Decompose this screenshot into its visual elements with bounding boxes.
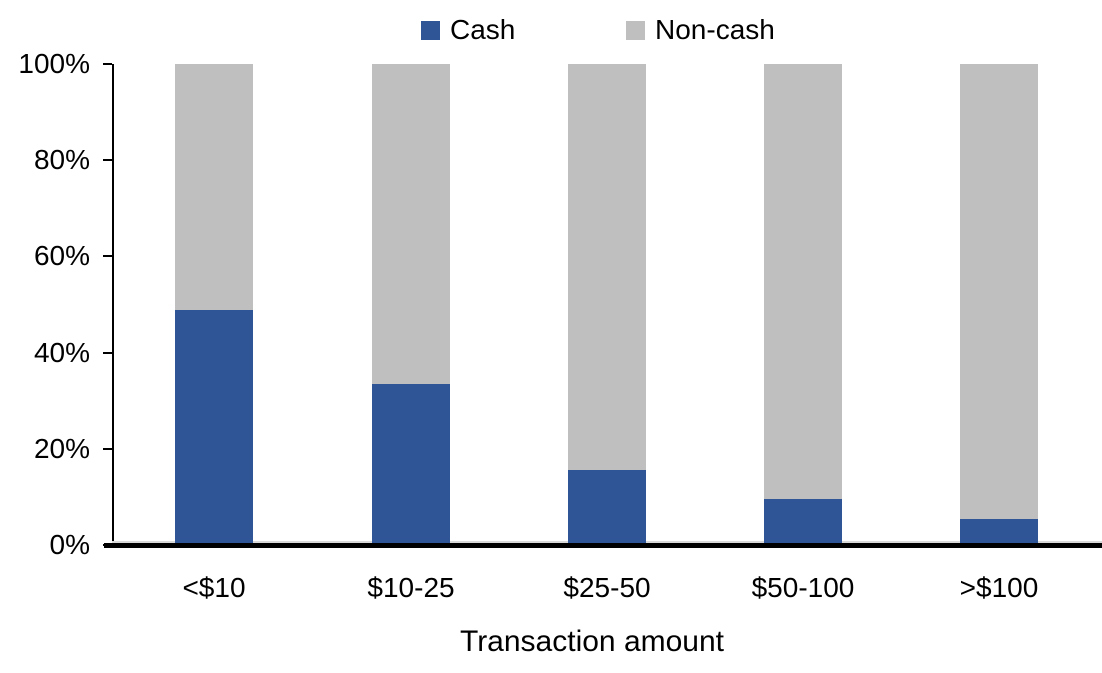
bar-segment-noncash [764,64,842,499]
y-tick-label: 80% [33,144,90,176]
y-tick-label: 20% [33,432,90,464]
legend-swatch-noncash [626,21,645,40]
legend-label-noncash: Non-cash [655,14,775,45]
bar-segment-noncash [175,64,253,310]
bar-segment-noncash [568,64,646,470]
y-tick-label: 100% [18,48,90,79]
y-axis-tick [103,447,112,450]
x-tick-label: $10-25 [367,572,455,603]
y-axis-tick [103,351,112,354]
x-tick-label: <$10 [182,572,246,603]
x-tick-label: >$100 [959,572,1039,603]
x-tick-label: $50-100 [751,572,855,603]
bar-segment-cash [568,469,646,545]
legend-label-cash: Cash [450,14,516,45]
bar-segment-noncash [960,64,1038,520]
y-axis-tick [103,255,112,258]
x-axis-title: Transaction amount [459,625,725,658]
bar-segment-cash [372,384,450,545]
y-axis-tick [103,63,112,65]
x-axis-line [104,543,1102,548]
bar-segment-cash [175,309,253,545]
legend-swatch-cash [421,21,440,40]
bar-segment-noncash [372,64,450,385]
bar-segment-cash [764,498,842,545]
y-axis-tick [103,159,112,162]
y-tick-label: 40% [33,336,90,368]
bar-segment-cash [960,519,1038,545]
y-tick-label: 60% [33,240,90,272]
x-tick-label: $25-50 [563,572,651,603]
y-tick-label: 0% [49,529,90,560]
